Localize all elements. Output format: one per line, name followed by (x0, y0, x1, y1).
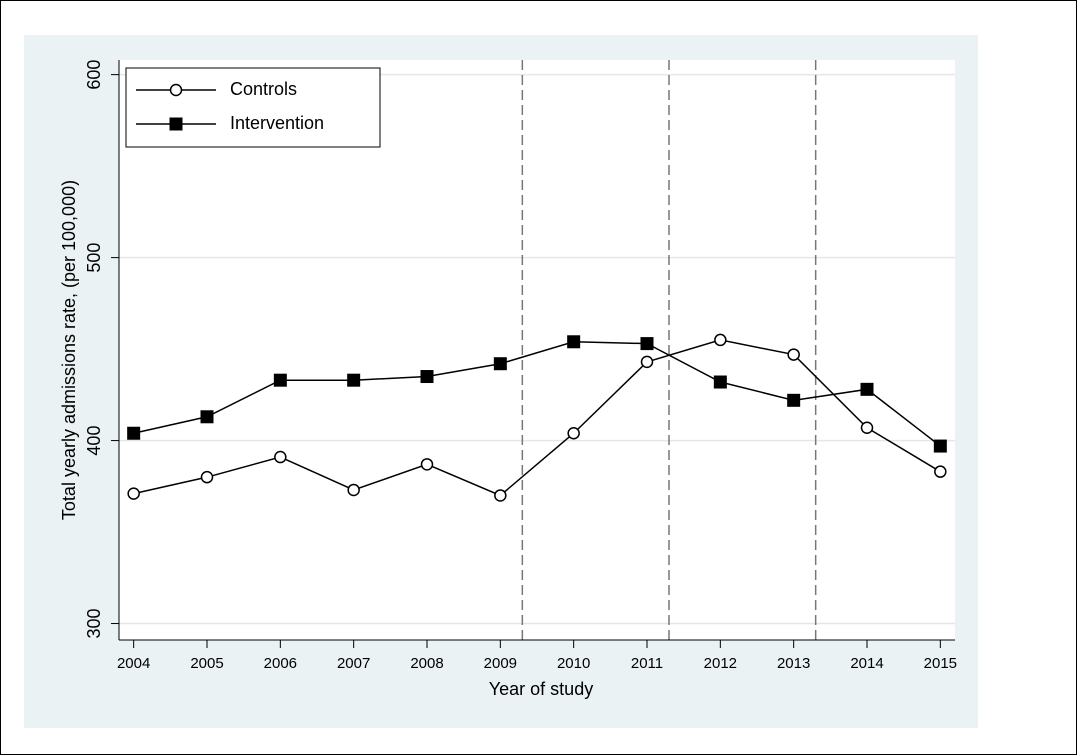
data-point (640, 355, 654, 369)
x-tick-label: 2012 (704, 655, 737, 672)
series-line (133, 339, 941, 497)
y-tick-label: 600 (84, 60, 104, 90)
data-point (933, 439, 947, 453)
x-tick-label: 2009 (484, 655, 517, 672)
data-point (714, 333, 727, 347)
x-axis-label: Year of study (489, 679, 593, 699)
data-point (494, 489, 507, 502)
x-tick-label: 2004 (117, 655, 150, 672)
data-point (127, 487, 140, 500)
data-point (860, 421, 874, 435)
legend-label: Intervention (230, 113, 324, 133)
data-point (787, 393, 801, 407)
data-point (640, 337, 654, 351)
data-point (274, 450, 287, 464)
data-point (567, 335, 581, 349)
legend-label: Controls (230, 79, 297, 99)
x-tick-label: 2015 (924, 655, 957, 672)
data-point (493, 357, 507, 371)
x-tick-label: 2010 (557, 655, 590, 672)
x-tick-label: 2008 (410, 655, 443, 672)
legend-marker (169, 83, 183, 97)
data-point (420, 458, 434, 471)
data-point (200, 410, 214, 424)
series-line (133, 341, 941, 447)
y-tick-label: 400 (84, 426, 104, 456)
y-tick-label: 300 (84, 609, 104, 639)
data-point (200, 470, 214, 484)
legend-marker (169, 117, 183, 131)
data-point (713, 375, 727, 389)
data-point (347, 373, 361, 387)
data-point (273, 373, 287, 387)
data-point (420, 370, 434, 384)
data-point (934, 465, 947, 478)
x-tick-label: 2013 (777, 655, 810, 672)
x-tick-label: 2007 (337, 655, 370, 672)
x-tick-label: 2005 (190, 655, 223, 672)
legend-box (125, 67, 381, 148)
x-tick-label: 2006 (264, 655, 297, 672)
data-point (347, 483, 360, 497)
data-point (567, 426, 580, 440)
x-tick-label: 2011 (631, 655, 663, 672)
data-point (860, 382, 874, 396)
y-tick-label: 500 (84, 243, 104, 273)
data-point (787, 348, 800, 361)
x-tick-label: 2014 (850, 655, 883, 672)
data-point (127, 426, 141, 440)
y-axis-label: Total yearly admissions rate, (per 100,0… (59, 180, 79, 520)
